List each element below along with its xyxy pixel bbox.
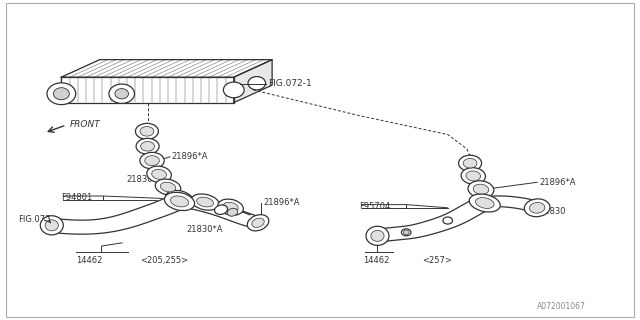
Ellipse shape — [191, 194, 219, 210]
Text: A072001067: A072001067 — [537, 302, 586, 311]
Ellipse shape — [461, 168, 486, 184]
Ellipse shape — [476, 198, 494, 208]
Ellipse shape — [218, 199, 243, 215]
Ellipse shape — [466, 171, 481, 181]
Ellipse shape — [524, 199, 550, 217]
Ellipse shape — [40, 216, 63, 235]
Ellipse shape — [47, 83, 76, 105]
Ellipse shape — [172, 194, 188, 204]
Text: FIG.073: FIG.073 — [19, 215, 51, 224]
Ellipse shape — [156, 179, 180, 195]
Ellipse shape — [147, 166, 172, 183]
Ellipse shape — [141, 141, 154, 151]
Ellipse shape — [166, 190, 193, 207]
Ellipse shape — [196, 197, 214, 207]
Polygon shape — [61, 60, 272, 77]
Ellipse shape — [227, 208, 237, 216]
Ellipse shape — [223, 202, 238, 212]
Ellipse shape — [145, 156, 159, 166]
Ellipse shape — [403, 230, 409, 235]
Ellipse shape — [247, 215, 269, 231]
Text: <205,255>: <205,255> — [140, 256, 188, 265]
Polygon shape — [480, 196, 542, 212]
Text: 21830*A: 21830*A — [186, 225, 222, 234]
Ellipse shape — [252, 218, 264, 228]
Ellipse shape — [136, 123, 159, 139]
Text: FRONT: FRONT — [70, 120, 100, 130]
Polygon shape — [234, 60, 272, 103]
Ellipse shape — [115, 89, 129, 99]
Text: F94801: F94801 — [187, 200, 218, 209]
Ellipse shape — [463, 158, 477, 168]
Ellipse shape — [401, 229, 411, 236]
Text: F95704: F95704 — [360, 202, 391, 211]
Ellipse shape — [214, 205, 228, 214]
Ellipse shape — [473, 184, 489, 195]
Ellipse shape — [53, 88, 69, 100]
Ellipse shape — [371, 230, 384, 241]
Ellipse shape — [164, 192, 195, 211]
Ellipse shape — [468, 181, 494, 198]
Ellipse shape — [45, 220, 58, 231]
Ellipse shape — [161, 182, 175, 192]
Polygon shape — [49, 196, 188, 234]
Ellipse shape — [469, 194, 500, 212]
Polygon shape — [373, 198, 492, 242]
Ellipse shape — [223, 82, 244, 98]
Text: 14462: 14462 — [364, 256, 390, 265]
Text: 14462: 14462 — [76, 256, 102, 265]
Ellipse shape — [152, 169, 166, 179]
Text: F94801: F94801 — [61, 193, 93, 203]
Text: 21896*A: 21896*A — [263, 197, 300, 206]
Polygon shape — [177, 196, 261, 227]
Ellipse shape — [170, 196, 189, 207]
Ellipse shape — [443, 217, 452, 224]
Ellipse shape — [366, 226, 389, 245]
Ellipse shape — [140, 152, 164, 169]
Text: 21830: 21830 — [539, 207, 566, 216]
Text: 21830*B: 21830*B — [127, 175, 163, 184]
Text: 21896*A: 21896*A — [539, 178, 575, 187]
Ellipse shape — [109, 84, 134, 103]
Ellipse shape — [136, 138, 159, 154]
Ellipse shape — [459, 155, 481, 171]
Text: 21896*A: 21896*A — [172, 152, 209, 161]
Ellipse shape — [248, 76, 266, 90]
Ellipse shape — [529, 203, 545, 213]
Text: <257>: <257> — [422, 256, 452, 265]
Ellipse shape — [140, 126, 154, 136]
Text: FIG.072-1: FIG.072-1 — [268, 79, 312, 88]
Polygon shape — [61, 77, 234, 103]
